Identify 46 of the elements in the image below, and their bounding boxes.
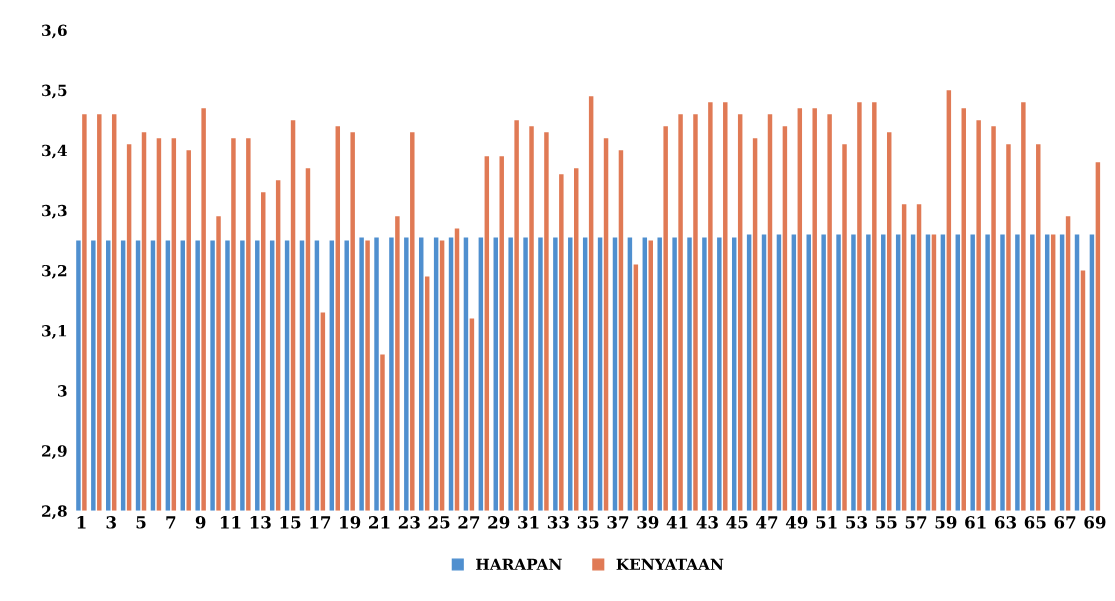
x-tick-label: 31 bbox=[518, 516, 539, 529]
x-tick-label: 61 bbox=[965, 516, 986, 529]
x-tick-label: 37 bbox=[607, 516, 629, 529]
y-tick-label: 3,1 bbox=[42, 325, 67, 339]
x-tick-label: 67 bbox=[1054, 516, 1076, 529]
x-tick-label: 57 bbox=[905, 516, 927, 529]
y-tick-label: 3,4 bbox=[42, 144, 67, 159]
legend-label: KENYATAAN bbox=[616, 558, 724, 570]
x-tick-label: 13 bbox=[250, 516, 271, 529]
y-tick-label: 2,9 bbox=[42, 445, 67, 460]
x-tick-label: 17 bbox=[310, 516, 331, 529]
x-tick-label: 33 bbox=[547, 516, 569, 529]
y-tick-label: 3,3 bbox=[42, 204, 67, 219]
x-tick-label: 7 bbox=[166, 516, 176, 529]
y-tick-label: 3,2 bbox=[42, 264, 67, 279]
x-tick-label: 59 bbox=[935, 516, 957, 529]
y-tick-label: 3,5 bbox=[42, 84, 67, 99]
x-tick-label: 63 bbox=[994, 516, 1017, 529]
x-tick-label: 23 bbox=[398, 516, 420, 529]
x-tick-label: 47 bbox=[756, 516, 778, 529]
x-tick-label: 5 bbox=[136, 516, 146, 529]
x-tick-label: 15 bbox=[280, 516, 301, 529]
x-tick-label: 41 bbox=[666, 516, 688, 529]
x-tick-label: 35 bbox=[577, 516, 599, 529]
y-tick-label: 3,6 bbox=[42, 24, 67, 39]
y-tick-label: 3 bbox=[58, 385, 67, 397]
x-tick-label: 55 bbox=[876, 516, 897, 529]
x-tick-label: 11 bbox=[220, 516, 241, 529]
x-tick-label: 69 bbox=[1084, 516, 1106, 529]
x-tick-label: 9 bbox=[195, 516, 206, 529]
x-tick-label: 25 bbox=[428, 516, 450, 529]
y-tick-label: 2,8 bbox=[42, 505, 67, 520]
x-tick-label: 49 bbox=[785, 516, 808, 529]
x-tick-label: 19 bbox=[340, 516, 361, 529]
x-tick-label: 51 bbox=[816, 516, 837, 529]
x-tick-label: 65 bbox=[1024, 516, 1046, 529]
x-tick-label: 39 bbox=[637, 516, 659, 529]
x-tick-label: 53 bbox=[846, 516, 867, 529]
x-tick-label: 29 bbox=[488, 516, 510, 529]
x-tick-label: 21 bbox=[369, 516, 390, 529]
x-tick-label: 3 bbox=[106, 516, 116, 529]
x-tick-label: 1 bbox=[77, 516, 86, 529]
x-tick-label: 45 bbox=[726, 516, 748, 529]
legend-label: HARAPAN bbox=[476, 558, 562, 570]
x-tick-label: 43 bbox=[696, 516, 718, 529]
x-tick-label: 27 bbox=[458, 516, 480, 529]
